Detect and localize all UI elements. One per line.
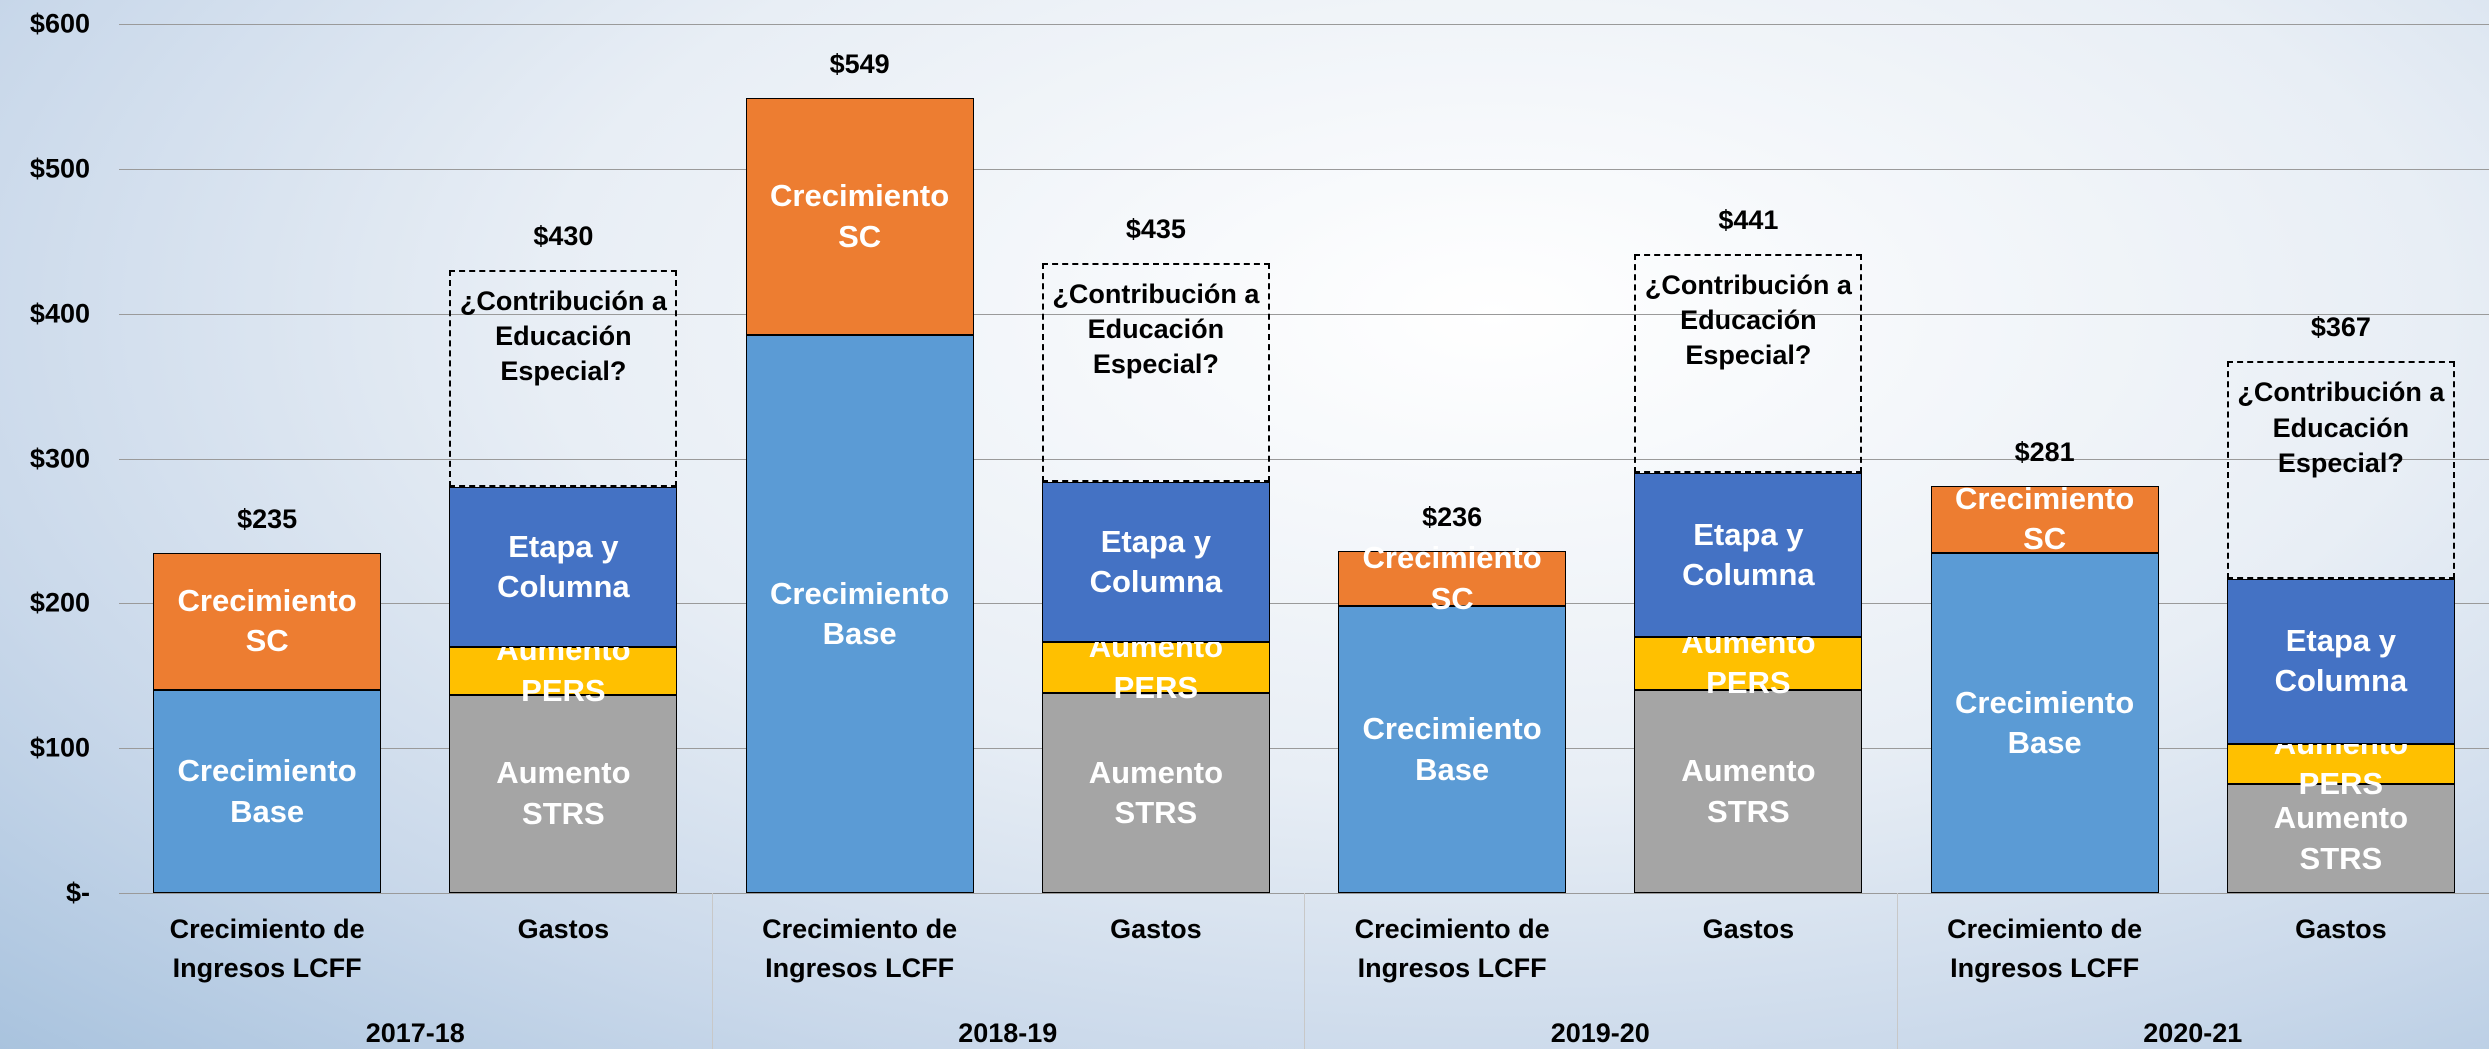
dashed-segment: ¿Contribución a Educación Especial? — [449, 270, 677, 487]
segment-label: Crecimiento Base — [1339, 709, 1565, 790]
x-tick-label: Crecimiento de Ingresos LCFF — [1900, 910, 2190, 988]
segment-label: Crecimiento SC — [1932, 479, 2158, 560]
segment-label: ¿Contribución a Educación Especial? — [451, 284, 675, 389]
bar-segment: Crecimiento SC — [746, 98, 974, 336]
segment-label: Crecimiento Base — [154, 751, 380, 832]
y-tick-label: $100 — [0, 733, 90, 764]
segment-label: Aumento STRS — [450, 753, 676, 834]
segment-label: Etapa y Columna — [2228, 621, 2454, 702]
segment-label: Crecimiento SC — [747, 176, 973, 257]
segment-label: Crecimiento Base — [1932, 683, 2158, 764]
group-separator — [1897, 893, 1898, 1049]
segment-label: Aumento STRS — [1043, 753, 1269, 834]
bar-segment: Crecimiento Base — [746, 335, 974, 893]
bar-segment: Crecimiento Base — [1338, 606, 1566, 893]
segment-label: ¿Contribución a Educación Especial? — [2229, 375, 2453, 480]
x-tick-label: Gastos — [2196, 910, 2486, 949]
grid-line — [119, 24, 2489, 25]
x-tick-label: Gastos — [418, 910, 708, 949]
segment-label: Etapa y Columna — [450, 527, 676, 608]
bar-segment: Aumento PERS — [2227, 744, 2455, 785]
group-label: 2019-20 — [1455, 1014, 1745, 1049]
segment-label: Aumento STRS — [1635, 751, 1861, 832]
segment-label: Crecimiento SC — [1339, 538, 1565, 619]
bar-segment: Crecimiento SC — [153, 553, 381, 691]
segment-label: Etapa y Columna — [1043, 522, 1269, 603]
bar-segment: Crecimiento Base — [153, 690, 381, 893]
dashed-segment: ¿Contribución a Educación Especial? — [2227, 361, 2455, 578]
total-label: $430 — [533, 221, 593, 252]
y-tick-label: $- — [0, 878, 90, 909]
total-label: $235 — [237, 504, 297, 535]
segment-label: Etapa y Columna — [1635, 515, 1861, 596]
x-tick-label: Crecimiento de Ingresos LCFF — [715, 910, 1005, 988]
bar-segment: Aumento STRS — [449, 695, 677, 893]
bar-segment: Etapa y Columna — [1042, 482, 1270, 643]
bar-segment: Etapa y Columna — [1634, 473, 1862, 637]
dashed-segment: ¿Contribución a Educación Especial? — [1634, 254, 1862, 473]
total-label: $441 — [1718, 205, 1778, 236]
bar-segment: Etapa y Columna — [2227, 579, 2455, 744]
dashed-segment: ¿Contribución a Educación Especial? — [1042, 263, 1270, 482]
group-label: 2020-21 — [2048, 1014, 2338, 1049]
y-tick-label: $300 — [0, 443, 90, 474]
x-tick-label: Gastos — [1603, 910, 1893, 949]
total-label: $435 — [1126, 214, 1186, 245]
total-label: $549 — [830, 49, 890, 80]
bar-segment: Aumento PERS — [449, 647, 677, 695]
x-tick-label: Crecimiento de Ingresos LCFF — [122, 910, 412, 988]
total-label: $236 — [1422, 502, 1482, 533]
group-separator — [1304, 893, 1305, 1049]
bar-segment: Etapa y Columna — [449, 487, 677, 646]
bar-segment: Crecimiento SC — [1338, 551, 1566, 606]
bar-segment: Crecimiento SC — [1931, 486, 2159, 553]
x-tick-label: Crecimiento de Ingresos LCFF — [1307, 910, 1597, 988]
bar-segment: Aumento STRS — [1634, 690, 1862, 893]
y-tick-label: $400 — [0, 298, 90, 329]
segment-label: Crecimiento SC — [154, 581, 380, 662]
group-label: 2018-19 — [863, 1014, 1153, 1049]
group-separator — [712, 893, 713, 1049]
y-tick-label: $500 — [0, 153, 90, 184]
bar-segment: Aumento STRS — [1042, 693, 1270, 893]
total-label: $281 — [2015, 437, 2075, 468]
y-tick-label: $200 — [0, 588, 90, 619]
segment-label: ¿Contribución a Educación Especial? — [1044, 277, 1268, 382]
grid-line — [119, 169, 2489, 170]
chart: $- $100 $200 $300 $400 $500 $600 2017-18 2018-19… — [0, 0, 2489, 1049]
y-tick-label: $600 — [0, 9, 90, 40]
bar-segment: Crecimiento Base — [1931, 553, 2159, 893]
segment-label: Aumento STRS — [2228, 798, 2454, 879]
segment-label: Crecimiento Base — [747, 574, 973, 655]
bar-segment: Aumento PERS — [1634, 637, 1862, 691]
group-label: 2017-18 — [270, 1014, 560, 1049]
segment-label: ¿Contribución a Educación Especial? — [1636, 268, 1860, 373]
total-label: $367 — [2311, 312, 2371, 343]
x-tick-label: Gastos — [1011, 910, 1301, 949]
bar-segment: Aumento PERS — [1042, 642, 1270, 693]
